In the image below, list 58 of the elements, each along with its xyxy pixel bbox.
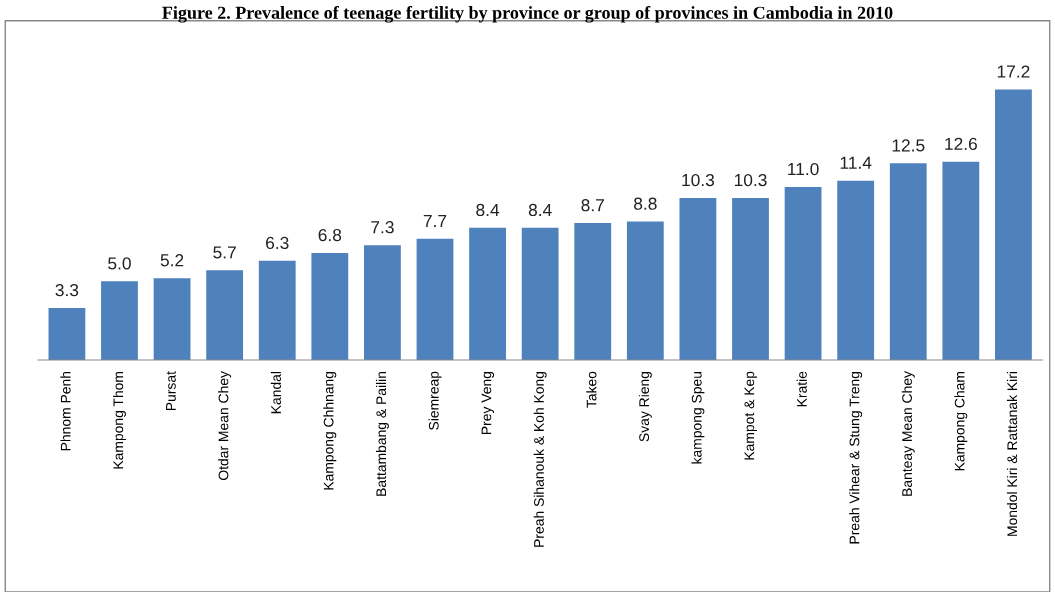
x-tick-label: Banteay Mean Chey xyxy=(901,371,915,496)
bar xyxy=(469,227,506,360)
bar xyxy=(942,161,980,360)
bar xyxy=(101,281,138,360)
x-tick-label: Siemreap xyxy=(428,371,442,430)
data-label: 8.4 xyxy=(528,203,552,217)
bar xyxy=(48,308,86,360)
x-tick-label: kampong Speu xyxy=(691,371,705,464)
data-label: 8.8 xyxy=(634,197,657,210)
data-label: 10.3 xyxy=(682,173,715,187)
bar xyxy=(574,223,612,360)
x-tick-label: Kampot & Kep xyxy=(744,371,757,460)
x-tick-label: Otdar Mean Chey xyxy=(218,371,232,480)
data-label: 5.7 xyxy=(213,246,236,259)
data-label: 17.2 xyxy=(997,65,1030,78)
data-label: 11.4 xyxy=(840,156,872,169)
bar xyxy=(153,278,191,360)
bar xyxy=(784,186,822,360)
data-label: 7.3 xyxy=(371,221,394,234)
data-label: 7.7 xyxy=(423,214,447,227)
bar xyxy=(995,89,1032,360)
bar xyxy=(416,238,454,360)
x-tick-label: Kampong Chhnang xyxy=(323,371,337,490)
bar xyxy=(258,260,296,360)
x-tick-label: Preah Vihear & Stung Treng xyxy=(849,371,863,544)
x-tick-label: Preah Sihanouk & Koh Kong xyxy=(533,371,547,547)
data-label: 8.4 xyxy=(476,203,500,217)
x-tick-label: Kampong Cham xyxy=(954,371,968,471)
data-label: 8.7 xyxy=(581,199,604,212)
x-tick-label: Svay Rieng xyxy=(638,371,652,442)
x-tick-label: Battambang & Pailin xyxy=(375,371,389,496)
x-tick-label: Phnom Penh xyxy=(60,371,71,451)
data-label: 3.3 xyxy=(55,283,79,297)
x-tick-label: Mondol Kiri & Rattanak Kiri xyxy=(1006,371,1018,536)
x-tick-label: Prey Veng xyxy=(481,371,495,434)
data-label: 5.0 xyxy=(108,257,131,270)
data-label: 11.0 xyxy=(788,162,819,176)
bar xyxy=(732,197,769,360)
data-label: 12.5 xyxy=(892,139,925,152)
data-label: 6.3 xyxy=(266,236,289,250)
bar xyxy=(626,221,664,360)
data-label: 10.3 xyxy=(734,173,767,187)
bar xyxy=(837,180,875,360)
data-label: 12.6 xyxy=(945,137,977,151)
data-label: 5.2 xyxy=(160,254,184,267)
bar xyxy=(889,163,927,360)
bar xyxy=(364,245,401,360)
x-tick-label: Pursat xyxy=(166,371,176,411)
bar xyxy=(521,227,559,360)
x-tick-label: Kratie xyxy=(796,371,807,407)
bar xyxy=(206,270,244,360)
bar xyxy=(311,253,349,360)
x-tick-label: Kandal xyxy=(270,371,281,414)
data-label: 6.8 xyxy=(318,228,342,242)
x-tick-label: Kampong Thom xyxy=(113,371,126,469)
bar xyxy=(679,197,717,360)
chart-title: Figure 2. Prevalence of teenage fertility by province or group of provinces in Cambodia in 2010 xyxy=(162,5,893,23)
x-tick-label: Takeo xyxy=(586,371,597,408)
